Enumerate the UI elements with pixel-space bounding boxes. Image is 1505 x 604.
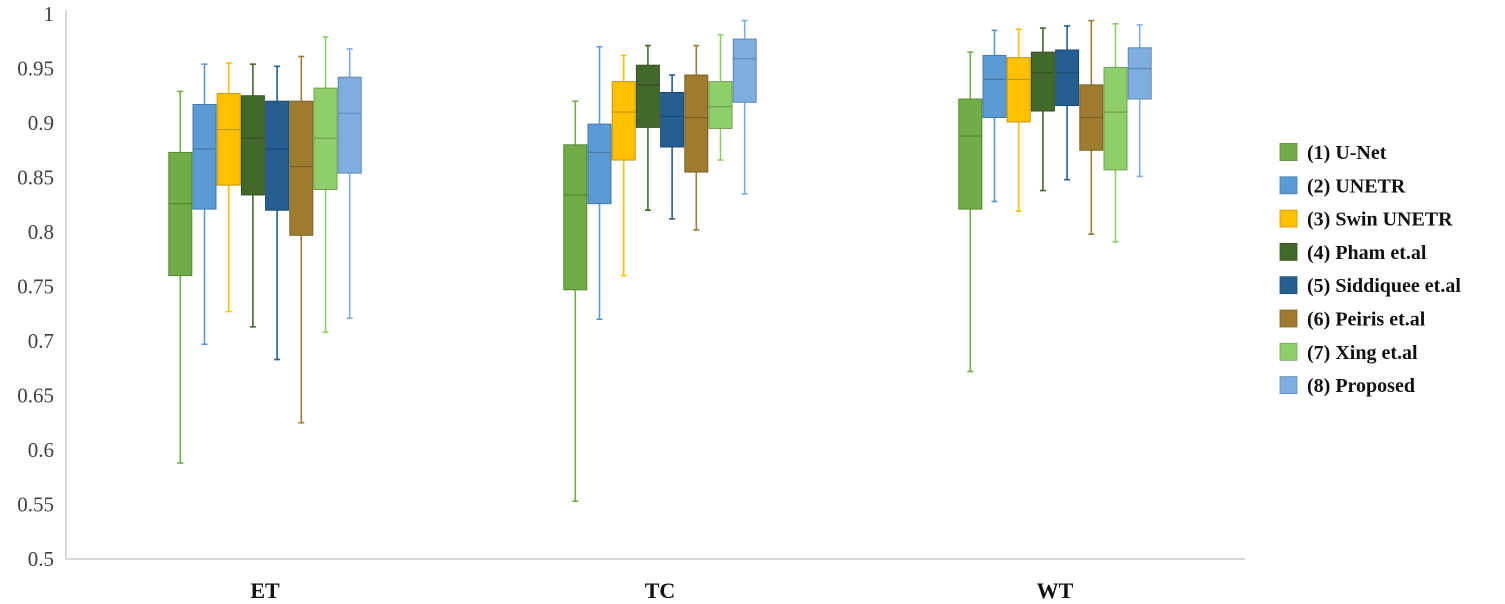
legend-label: (3) Swin UNETR bbox=[1307, 209, 1453, 231]
box-iqr bbox=[611, 81, 636, 161]
legend-item: (5) Siddiquee et.al bbox=[1279, 275, 1461, 297]
plot-area bbox=[168, 19, 1152, 503]
box-iqr bbox=[1127, 47, 1152, 100]
box-tc-series-2 bbox=[587, 45, 612, 321]
box-iqr bbox=[684, 74, 709, 173]
x-category-label: ET bbox=[250, 578, 280, 603]
box-iqr bbox=[587, 123, 612, 205]
box-et-series-7 bbox=[313, 36, 338, 334]
box-wt-series-1 bbox=[958, 51, 983, 373]
y-axis: 0.5 0.55 0.6 0.65 0.7 0.75 0.8 0.85 0.9 0.95 1 bbox=[17, 2, 67, 571]
box-iqr bbox=[1030, 51, 1055, 112]
legend-label: (4) Pham et.al bbox=[1307, 242, 1427, 264]
legend-item: (7) Xing et.al bbox=[1279, 342, 1418, 364]
legend-item: (4) Pham et.al bbox=[1279, 242, 1427, 264]
box-et-series-3 bbox=[216, 62, 241, 313]
box-tc-series-1 bbox=[563, 100, 588, 503]
box-iqr bbox=[635, 64, 660, 128]
box-iqr bbox=[982, 54, 1007, 119]
box-wt-series-4 bbox=[1030, 27, 1055, 192]
box-tc-series-5 bbox=[660, 74, 685, 220]
x-axis: ET TC WT bbox=[66, 558, 1245, 603]
box-et-series-4 bbox=[240, 63, 265, 328]
y-tick-label: 1 bbox=[44, 2, 55, 26]
legend-swatch bbox=[1279, 376, 1298, 395]
x-category-label: WT bbox=[1037, 578, 1074, 603]
box-iqr bbox=[1006, 57, 1031, 123]
box-et-series-2 bbox=[192, 63, 217, 346]
legend-swatch bbox=[1279, 242, 1298, 261]
y-tick-label: 0.9 bbox=[28, 111, 54, 135]
box-et-series-1 bbox=[168, 90, 193, 464]
box-group-tc bbox=[563, 19, 757, 503]
legend-swatch bbox=[1279, 342, 1298, 361]
box-iqr bbox=[563, 144, 588, 291]
legend-item: (1) U-Net bbox=[1279, 142, 1387, 164]
box-tc-series-6 bbox=[684, 44, 709, 231]
legend-label: (8) Proposed bbox=[1307, 375, 1415, 397]
x-category-label: TC bbox=[645, 578, 676, 603]
box-wt-series-3 bbox=[1006, 28, 1031, 213]
legend-label: (1) U-Net bbox=[1307, 142, 1387, 164]
box-iqr bbox=[337, 76, 362, 174]
legend-label: (7) Xing et.al bbox=[1307, 342, 1418, 364]
box-wt-series-2 bbox=[982, 29, 1007, 203]
box-group-wt bbox=[958, 19, 1152, 373]
box-iqr bbox=[192, 103, 217, 210]
legend-item: (3) Swin UNETR bbox=[1279, 209, 1453, 231]
box-wt-series-8 bbox=[1127, 24, 1152, 178]
box-iqr bbox=[216, 93, 241, 186]
legend-swatch bbox=[1279, 309, 1298, 328]
y-tick-label: 0.85 bbox=[17, 166, 54, 190]
legend-item: (6) Peiris et.al bbox=[1279, 309, 1426, 331]
legend: (1) U-Net (2) UNETR (3) Swin UNETR (4) Pham… bbox=[1279, 142, 1461, 397]
box-iqr bbox=[1103, 66, 1128, 171]
legend-swatch bbox=[1279, 276, 1298, 295]
box-tc-series-7 bbox=[708, 33, 733, 161]
legend-item: (2) UNETR bbox=[1279, 175, 1406, 197]
box-et-series-6 bbox=[289, 55, 314, 424]
box-iqr bbox=[1055, 49, 1080, 107]
box-iqr bbox=[958, 98, 983, 210]
y-tick-label: 0.7 bbox=[28, 329, 54, 353]
legend-swatch bbox=[1279, 209, 1298, 228]
legend-label: (2) UNETR bbox=[1307, 175, 1406, 197]
box-wt-series-5 bbox=[1055, 25, 1080, 181]
box-iqr bbox=[240, 95, 265, 196]
box-iqr bbox=[708, 81, 733, 129]
y-tick-label: 0.8 bbox=[28, 220, 54, 244]
box-tc-series-3 bbox=[611, 54, 636, 277]
legend-label: (6) Peiris et.al bbox=[1307, 309, 1426, 331]
box-iqr bbox=[168, 151, 193, 277]
box-iqr bbox=[732, 38, 757, 103]
box-iqr bbox=[660, 91, 685, 148]
box-group-et bbox=[168, 36, 362, 464]
box-iqr bbox=[265, 100, 290, 211]
box-tc-series-4 bbox=[635, 44, 660, 211]
box-wt-series-7 bbox=[1103, 23, 1128, 243]
legend-label: (5) Siddiquee et.al bbox=[1307, 275, 1461, 297]
y-tick-label: 0.95 bbox=[17, 57, 54, 81]
y-tick-label: 0.55 bbox=[17, 493, 54, 517]
y-tick-label: 0.75 bbox=[17, 275, 54, 299]
y-tick-label: 0.5 bbox=[28, 547, 54, 571]
legend-swatch bbox=[1279, 176, 1298, 195]
y-tick-label: 0.65 bbox=[17, 384, 54, 408]
legend-item: (8) Proposed bbox=[1279, 375, 1415, 397]
legend-swatch bbox=[1279, 143, 1298, 161]
box-tc-series-8 bbox=[732, 19, 757, 195]
y-tick-label: 0.6 bbox=[28, 438, 54, 462]
box-et-series-8 bbox=[337, 48, 362, 319]
box-et-series-5 bbox=[265, 65, 290, 361]
box-wt-series-6 bbox=[1079, 19, 1104, 235]
box-iqr bbox=[289, 100, 314, 236]
